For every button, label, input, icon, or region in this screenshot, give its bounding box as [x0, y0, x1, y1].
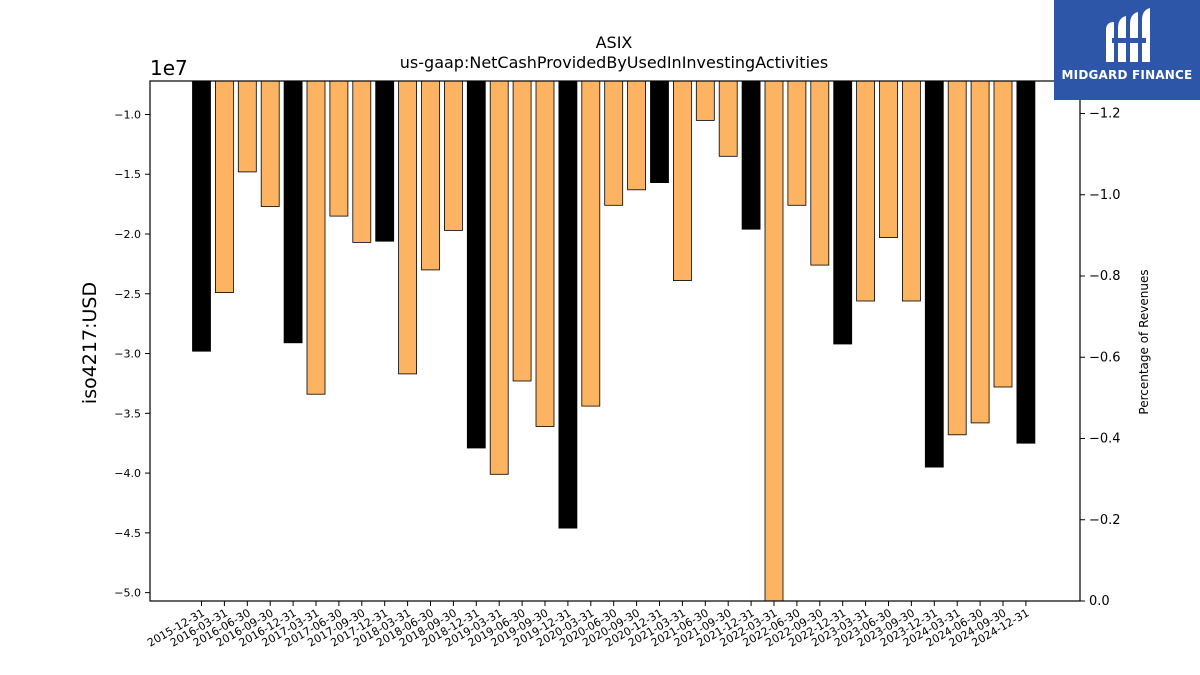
bar-2018-03-31 [398, 80, 418, 375]
bar-2016-03-31 [214, 80, 234, 294]
y2-tick-label: −0.8 [1089, 269, 1121, 284]
bar-2022-06-30 [787, 80, 807, 206]
bar-2016-06-30 [237, 80, 257, 173]
bar-2023-12-31 [924, 80, 944, 468]
y-tick-label: −2.5 [114, 288, 141, 301]
y2-tick-label: −1.0 [1089, 188, 1121, 203]
bar-2016-09-30 [260, 80, 280, 207]
bar-2020-12-31 [650, 80, 669, 183]
bar-2021-06-30 [695, 80, 715, 121]
bar-2021-12-31 [741, 80, 761, 230]
y-tick-label: −1.5 [114, 168, 141, 181]
plot-frame [149, 80, 1081, 602]
y-tick-label: −3.5 [114, 407, 141, 420]
bar-2023-09-30 [902, 80, 921, 302]
y2-tick-label: −1.2 [1089, 107, 1121, 122]
y-tick-label: −1.0 [114, 108, 141, 121]
y2-axis-ticks: 0.0 −0.2 −0.4 −0.6 −0.8 −1.0 −1.2 [1080, 107, 1121, 609]
y2-tick-label: −0.2 [1089, 513, 1121, 528]
midgard-finance-logo: MIDGARD FINANCE [1054, 0, 1200, 100]
bar-2017-06-30 [329, 80, 349, 217]
bar-2021-09-30 [718, 80, 738, 157]
bar-2018-12-31 [466, 80, 486, 449]
y-tick-label: −4.5 [114, 527, 141, 540]
bar-2016-12-31 [283, 80, 303, 344]
y-tick-label: −2.0 [114, 228, 141, 241]
bar-2022-03-31 [764, 80, 784, 602]
bar-2017-03-31 [306, 80, 326, 395]
bar-2022-12-31 [833, 80, 853, 345]
bar-2018-06-30 [421, 80, 440, 271]
logo-text: MIDGARD FINANCE [1061, 68, 1193, 82]
bar-2024-09-30 [993, 80, 1013, 388]
y2-tick-label: 0.0 [1089, 594, 1110, 609]
bar-2024-03-31 [947, 80, 967, 436]
bar-2024-12-31 [1016, 80, 1036, 444]
bar-2019-03-31 [489, 80, 509, 475]
chart-title: ASIX [596, 33, 633, 52]
bar-2015-12-31 [192, 80, 211, 352]
bar-2023-06-30 [879, 80, 898, 239]
y-tick-label: −5.0 [114, 587, 141, 600]
x-axis-ticks: 2015-12-312016-03-312016-06-302016-09-30… [145, 601, 1031, 650]
logo-mark-icon [1106, 8, 1150, 62]
y2-tick-label: −0.6 [1089, 350, 1121, 365]
bar-2017-12-31 [375, 80, 395, 242]
bar-2022-09-30 [810, 80, 830, 266]
y2-tick-label: −0.4 [1089, 432, 1121, 447]
chart-subtitle: us-gaap:NetCashProvidedByUsedInInvesting… [400, 53, 828, 72]
bar-2018-09-30 [443, 80, 463, 231]
y2-axis-label: Percentage of Revenues [1137, 269, 1151, 414]
bar-2020-06-30 [604, 80, 624, 206]
bar-2023-03-31 [856, 80, 875, 302]
bar-2019-12-31 [558, 80, 578, 529]
bar-2020-09-30 [627, 80, 646, 191]
y-axis-label: iso4217:USD [79, 282, 101, 404]
bar-2021-03-31 [673, 80, 692, 282]
bar-2017-09-30 [352, 80, 372, 243]
bars-group [192, 80, 1036, 602]
bar-2019-09-30 [535, 80, 555, 427]
bar-2024-06-30 [970, 80, 990, 424]
bar-2019-06-30 [512, 80, 532, 382]
y-tick-label: −3.0 [114, 348, 141, 361]
y-offset-label: 1e7 [150, 56, 188, 80]
y-axis-ticks: −1.0 −1.5 −2.0 −2.5 −3.0 −3.5 −4.0 −4.5 −5.0 [114, 108, 150, 600]
bar-2020-03-31 [581, 80, 601, 407]
y-tick-label: −4.0 [114, 467, 141, 480]
